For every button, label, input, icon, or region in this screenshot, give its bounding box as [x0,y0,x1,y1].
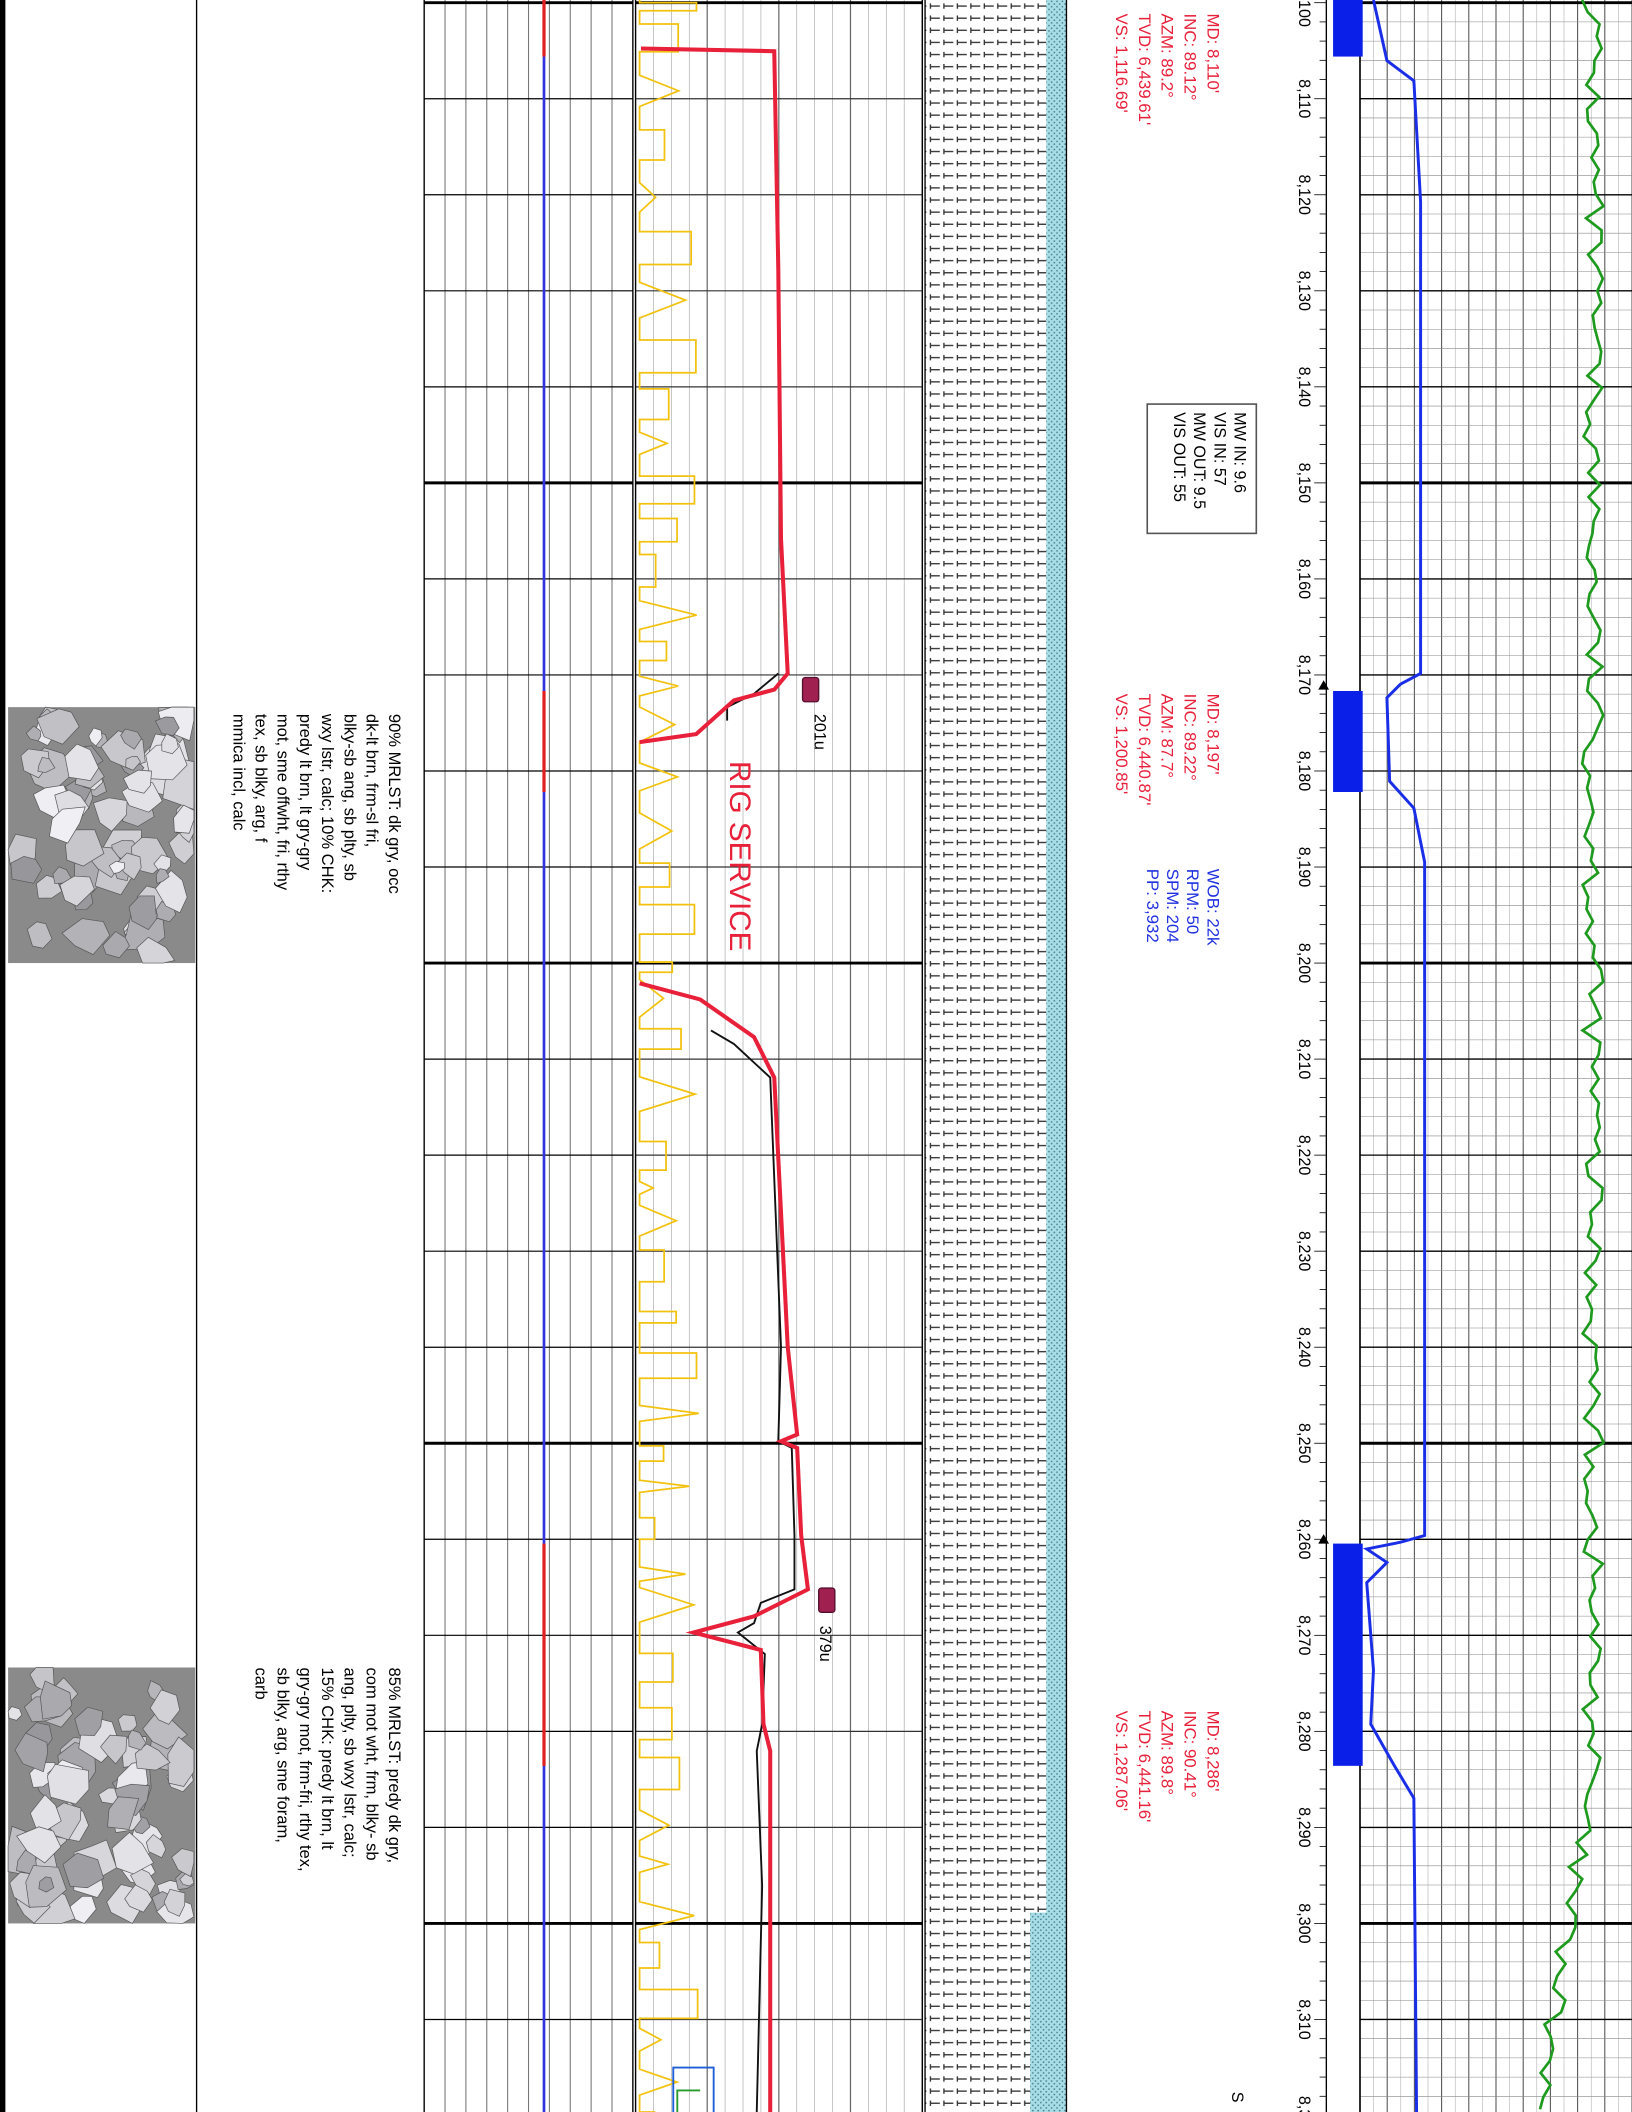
survey-line: INC: 89.12° [1181,13,1200,100]
depth-label: 8,120 [1295,175,1313,215]
survey-line: TVD: 6,440.87' [1135,694,1154,806]
lithology-description: carb [252,1668,271,1700]
mud-property: VIS IN: 57 [1210,412,1228,486]
drilling-parameter: WOB: 22k [1203,869,1222,946]
gas-peak-icon [819,1588,835,1612]
survey-line: TVD: 6,439.61' [1135,13,1154,125]
lithology-description: com mot wht, frm, blky- sb [363,1668,382,1861]
depth-label: 8,260 [1295,1519,1313,1559]
depth-block [1333,0,1363,57]
depth-label: 8,110 [1295,79,1313,118]
gas-peak-icon [803,678,819,702]
survey-line: AZM: 89.2° [1158,13,1177,97]
mud-property: VIS OUT: 55 [1170,412,1188,502]
lithology-description: gry-gry mot, frm-fri, rthy tex, [296,1668,315,1872]
lithology-description: dk-lt brn, frm-sl fri, [363,714,382,847]
drilling-parameter: RPM: 50 [1183,869,1202,934]
depth-label: 8,170 [1295,655,1313,695]
page: Mud log strip html, body { margin: 0; pa… [0,0,1632,2112]
lithology-description: 85% MRLST: predy dk gry, [385,1668,404,1864]
survey-line: AZM: 89.8° [1158,1711,1177,1795]
depth-label: 8,230 [1295,1231,1313,1271]
depth-block [1333,691,1363,792]
depth-label: 8,280 [1295,1711,1313,1751]
gas-peak-label: 201u [810,714,828,750]
depth-label: 8,310 [1295,1999,1313,2039]
lithology-description: sb blky, arg, sme foram, [274,1668,293,1843]
lithology-column [925,0,1046,2112]
lithology-description: predy lt brn, lt gry-gry [296,714,315,871]
depth-label: 8,160 [1295,559,1313,599]
depth-label: 8,290 [1295,1807,1313,1847]
depth-label: 8,300 [1295,1903,1313,1943]
survey-line: VS: 1,200.85' [1112,694,1131,795]
drilling-parameter: SPM: 204 [1163,869,1182,943]
survey-line: MD: 8,110' [1203,13,1222,93]
survey-line: AZM: 87.7° [1158,694,1177,778]
survey-line: VS: 1,287.06' [1112,1711,1131,1812]
depth-label: 8,250 [1295,1423,1313,1463]
depth-label: 8,140 [1295,367,1313,407]
rig-service-label: RIG SERVICE [723,761,756,951]
depth-label: 8,220 [1295,1135,1313,1175]
depth-label: 8,150 [1295,463,1313,503]
mud-property: MW OUT: 9.5 [1190,412,1208,509]
depth-label: 100 [1295,0,1313,27]
survey-line: MD: 8,286' [1203,1711,1222,1792]
drilling-parameter: PP: 3,932 [1143,869,1162,943]
mud-property: MW IN: 9.6 [1231,412,1249,493]
lithology-description: 15% CHK: predy lt brn, lt [318,1668,337,1851]
depth-label: 8,3 [1295,2096,1313,2112]
depth-label: 8,200 [1295,943,1313,983]
depth-label: 8,270 [1295,1615,1313,1655]
depth-label: 8,130 [1295,271,1313,311]
lithology-description: ang, plty, sb wxy lstr, calc; [340,1668,359,1858]
edge-label: S [1228,2092,1246,2103]
depth-label: 8,190 [1295,847,1313,887]
survey-line: TVD: 6,441.16' [1135,1711,1154,1823]
mud-log: 100 8,110 8,120 8,130 8,140 8,150 8,160 8,170 8,… [0,0,1632,2112]
lithology-description: wxy lstr, calc; 10% CHK: [318,713,337,893]
lithology-description: 90% MRLST: dk gry, occ [385,714,404,894]
lithology-description: mot, sme offwht, fri, rthy [274,714,293,891]
gas-peak-label: 379u [816,1626,834,1662]
depth-label: 8,180 [1295,751,1313,791]
lithology-description: blky-sb ang, sb plty, sb [340,714,359,881]
cutting-chip [118,1715,137,1731]
survey-line: INC: 89.22° [1181,694,1200,781]
depth-block [1333,1544,1363,1766]
lithology-description: tex, sb blky, arg, f [252,714,271,843]
lithology-description: mmica incl, calc [229,714,248,831]
left-border [0,0,5,2112]
survey-line: MD: 8,197' [1203,694,1222,775]
depth-label: 8,240 [1295,1327,1313,1367]
page-body: { "depth_track": { "labels": ["100", "8,… [0,0,1632,2112]
survey-line: INC: 90.41° [1181,1711,1200,1798]
survey-line: VS: 1,116.69' [1112,13,1131,112]
depth-label: 8,210 [1295,1039,1313,1079]
